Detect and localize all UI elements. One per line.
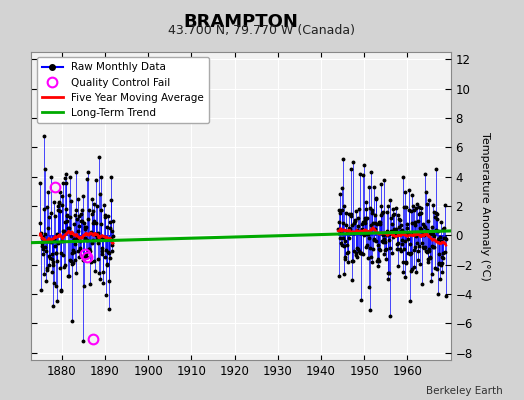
Text: Berkeley Earth: Berkeley Earth <box>427 386 503 396</box>
Text: 43.700 N, 79.770 W (Canada): 43.700 N, 79.770 W (Canada) <box>169 24 355 37</box>
Title: BRAMPTON: BRAMPTON <box>183 13 299 31</box>
Y-axis label: Temperature Anomaly (°C): Temperature Anomaly (°C) <box>479 132 489 280</box>
Legend: Raw Monthly Data, Quality Control Fail, Five Year Moving Average, Long-Term Tren: Raw Monthly Data, Quality Control Fail, … <box>37 57 209 123</box>
